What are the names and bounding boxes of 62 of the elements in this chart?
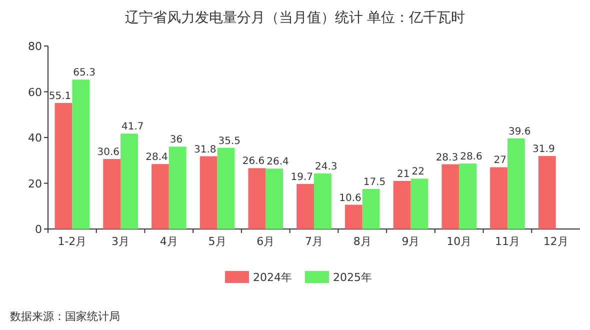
legend-label: 2025年 [333, 271, 372, 284]
x-tick-label: 8月 [353, 235, 372, 248]
bar [296, 184, 314, 229]
x-tick-label: 6月 [256, 235, 275, 248]
data-label: 65.3 [73, 68, 96, 79]
data-label: 35.5 [218, 136, 241, 147]
x-tick-label: 11月 [494, 235, 520, 248]
bar [459, 164, 476, 229]
bar [200, 156, 218, 229]
source-note: 数据来源：国家统计局 [10, 310, 120, 323]
y-tick-label: 0 [35, 223, 42, 236]
bar [362, 188, 380, 229]
bar [72, 80, 90, 229]
data-label: 28.6 [460, 152, 482, 163]
legend-label: 2024年 [253, 271, 292, 284]
bar [393, 180, 411, 229]
bar [538, 156, 556, 229]
y-tick-label: 40 [28, 132, 42, 144]
data-label: 39.6 [508, 126, 531, 138]
bar [314, 173, 332, 229]
bar [442, 164, 460, 229]
data-label: 17.5 [363, 176, 386, 188]
x-tick-label: 3月 [112, 235, 130, 248]
data-label: 24.3 [315, 161, 338, 172]
bar [344, 204, 362, 229]
data-label: 26.4 [266, 156, 289, 168]
data-label: 30.6 [97, 147, 120, 158]
data-label: 22 [412, 166, 424, 178]
data-label: 36 [170, 134, 183, 146]
bar [507, 138, 525, 229]
y-tick-label: 80 [28, 40, 42, 53]
x-tick-label: 12月 [543, 235, 568, 248]
bar [490, 167, 508, 229]
x-tick-label: 10月 [446, 235, 472, 248]
bar [54, 102, 72, 229]
x-tick-label: 4月 [160, 235, 178, 248]
data-label: 41.7 [122, 122, 144, 133]
bar [120, 134, 138, 229]
data-label: 55.1 [48, 90, 72, 102]
bar [410, 178, 428, 229]
data-label: 21 [396, 168, 410, 180]
x-tick-label: 5月 [208, 235, 226, 248]
data-label: 28.4 [146, 152, 168, 164]
x-tick-label: 9月 [402, 235, 420, 248]
y-tick-label: 20 [28, 177, 42, 190]
bar [217, 148, 235, 229]
data-label: 19.7 [290, 172, 313, 183]
data-label: 27 [494, 155, 506, 166]
bar [152, 164, 169, 229]
data-label: 10.6 [339, 192, 362, 204]
y-tick-label: 60 [28, 86, 42, 99]
data-label: 26.6 [242, 156, 265, 168]
chart-title: 辽宁省风力发电量分月（当月值）统计 单位：亿千瓦时 [124, 10, 466, 26]
bar [168, 146, 186, 229]
bar [248, 168, 266, 229]
data-label: 31.8 [194, 144, 216, 156]
data-label: 31.9 [532, 144, 555, 156]
bar [266, 168, 284, 229]
x-tick-label: 7月 [305, 235, 323, 248]
data-label: 28.3 [436, 152, 458, 164]
bar [103, 159, 121, 229]
x-tick-label: 1-2月 [58, 235, 87, 248]
